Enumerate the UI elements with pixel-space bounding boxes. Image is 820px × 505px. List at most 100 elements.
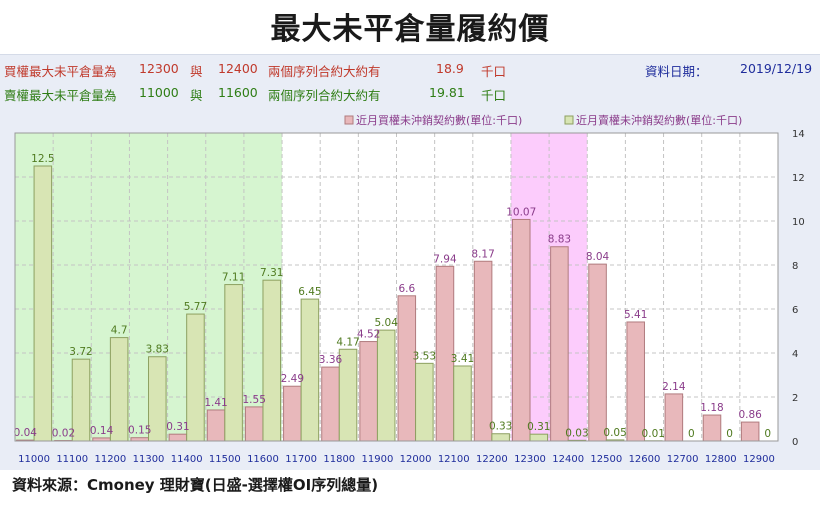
call-data-label: 0.02 <box>52 428 75 440</box>
put-data-label: 5.77 <box>184 301 207 313</box>
x-tick-label: 11900 <box>362 454 394 465</box>
x-tick-label: 12400 <box>552 454 584 465</box>
put-data-label: 3.72 <box>69 346 92 358</box>
y-tick-label: 12 <box>792 173 805 184</box>
call-data-label: 8.04 <box>586 251 610 263</box>
x-tick-label: 12200 <box>476 454 508 465</box>
call-bar <box>550 246 569 442</box>
call-bar <box>168 433 188 442</box>
call-data-label: 7.94 <box>433 253 457 265</box>
y-tick-label: 14 <box>792 129 805 140</box>
put-data-label: 0.31 <box>527 421 550 433</box>
call-strike-2: 12400 <box>218 61 258 76</box>
x-tick-label: 11800 <box>323 454 355 465</box>
call-bar <box>321 366 340 442</box>
put-and: 與 <box>190 88 203 103</box>
put-bar <box>300 298 320 442</box>
call-bar <box>359 341 378 442</box>
x-tick-label: 11200 <box>94 454 126 465</box>
put-data-label: 0.01 <box>642 428 665 440</box>
put-bar <box>376 329 396 442</box>
call-data-label: 0.14 <box>90 425 114 437</box>
put-data-label: 3.53 <box>413 350 436 362</box>
put-data-label: 7.11 <box>222 272 245 284</box>
put-bar <box>453 365 472 442</box>
put-data-label: 4.17 <box>336 336 359 348</box>
call-data-label: 4.52 <box>357 329 380 341</box>
plot-border <box>14 132 779 442</box>
put-data-label: 3.41 <box>451 353 474 365</box>
call-bar <box>473 260 493 442</box>
call-data-label: 0.15 <box>128 425 151 437</box>
legend-swatch-put <box>564 115 574 125</box>
put-bar <box>262 279 282 442</box>
call-bar <box>588 263 607 442</box>
y-tick-label: 0 <box>792 437 798 448</box>
call-bar <box>397 295 417 442</box>
call-bar <box>740 421 760 442</box>
put-data-label: 0 <box>764 428 771 440</box>
put-data-label: 12.5 <box>31 153 54 165</box>
oi-bar-chart: 0.04 12.5 11000 0.02 3.72 11100 0.14 4.7 11200 0.… <box>14 113 805 465</box>
call-data-label: 1.55 <box>243 394 266 406</box>
page-title: 最大未平倉量履約價 <box>270 12 550 47</box>
x-tick-label: 11000 <box>18 454 50 465</box>
call-bar <box>626 321 645 442</box>
x-tick-label: 11700 <box>285 454 317 465</box>
x-tick-label: 12700 <box>667 454 699 465</box>
x-tick-label: 12600 <box>629 454 661 465</box>
put-strike-2: 11600 <box>218 85 258 100</box>
y-tick-label: 6 <box>792 305 798 316</box>
y-tick-label: 4 <box>792 349 798 360</box>
put-data-label: 6.45 <box>298 286 321 298</box>
x-tick-label: 11600 <box>247 454 279 465</box>
call-data-label: 8.17 <box>471 248 494 260</box>
put-bar <box>491 433 510 442</box>
call-data-label: 1.18 <box>700 402 723 414</box>
info-panel: 買權最大未平倉量為 12300 與 12400 兩個序列合約大約有 18.9 千… <box>0 54 820 108</box>
put-data-label: 3.83 <box>146 344 169 356</box>
call-data-label: 2.49 <box>281 373 304 385</box>
call-data-label: 2.14 <box>662 381 686 393</box>
call-bar <box>244 406 264 442</box>
call-bar <box>702 414 722 442</box>
y-tick-label: 2 <box>792 393 798 404</box>
put-data-label: 0 <box>726 428 733 440</box>
call-data-label: 0.86 <box>738 409 762 421</box>
call-unit: 千口 <box>481 64 507 79</box>
call-total-value: 18.9 <box>436 61 464 76</box>
call-data-label: 8.83 <box>548 234 571 246</box>
put-desc: 兩個序列合約大約有 <box>268 88 381 103</box>
put-bar <box>33 165 53 442</box>
call-strike-1: 12300 <box>139 61 179 76</box>
put-bar <box>529 433 549 442</box>
x-tick-label: 12900 <box>743 454 775 465</box>
call-bar <box>664 393 684 442</box>
date-label: 資料日期： <box>645 64 708 79</box>
x-tick-label: 11500 <box>209 454 241 465</box>
y-tick-label: 8 <box>792 261 798 272</box>
legend-label-put: 近月賣權未沖銷契約數(單位:千口) <box>576 113 742 127</box>
chart-panel: 0.04 12.5 11000 0.02 3.72 11100 0.14 4.7 11200 0.… <box>0 107 820 470</box>
put-bar <box>415 362 434 442</box>
call-data-label: 10.07 <box>506 206 536 218</box>
x-tick-label: 12500 <box>590 454 622 465</box>
put-data-label: 7.31 <box>260 267 283 279</box>
put-strike-1: 11000 <box>139 85 179 100</box>
legend-swatch-call <box>344 115 354 125</box>
call-data-label: 1.41 <box>204 397 227 409</box>
put-data-label: 5.04 <box>375 317 399 329</box>
call-and: 與 <box>190 64 203 79</box>
call-bar <box>206 409 226 442</box>
put-total-value: 19.81 <box>429 85 465 100</box>
put-data-label: 0.03 <box>565 427 588 439</box>
x-tick-label: 11100 <box>56 454 88 465</box>
x-tick-label: 12000 <box>400 454 432 465</box>
put-data-label: 0 <box>688 428 695 440</box>
call-bar <box>283 385 302 442</box>
put-bar <box>224 284 243 442</box>
x-tick-label: 11400 <box>171 454 203 465</box>
call-desc: 兩個序列合約大約有 <box>268 64 381 79</box>
y-tick-label: 10 <box>792 217 805 228</box>
put-data-label: 4.7 <box>111 325 128 337</box>
